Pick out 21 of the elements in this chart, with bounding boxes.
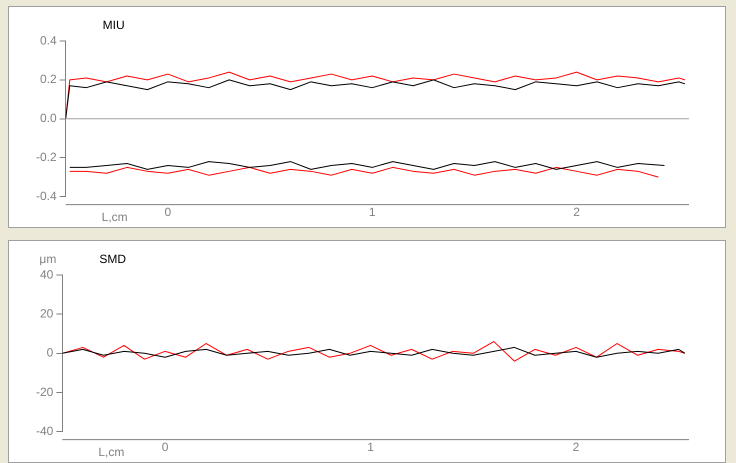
x-axis-title: L,cm	[102, 210, 128, 224]
y-tick-label: -20	[36, 384, 54, 399]
y-tick-label: 0	[46, 346, 54, 360]
y-tick-label: 20	[40, 306, 54, 320]
x-tick-label: 2	[572, 440, 580, 454]
chart-title: SMD	[99, 252, 126, 266]
x-tick-label: 1	[368, 205, 376, 220]
y-tick-label: -0.4	[36, 188, 57, 203]
y-tick-label: -40	[36, 424, 54, 438]
x-tick-label: 0	[164, 205, 172, 220]
x-tick-label: 1	[367, 440, 374, 454]
x-tick-label: 0	[162, 440, 169, 454]
y-axis-title: μm	[39, 252, 56, 266]
y-tick-label: 40	[40, 267, 54, 282]
x-tick-label: 2	[573, 205, 580, 220]
y-tick-label: -0.2	[36, 150, 57, 164]
y-tick-label: 0.0	[40, 111, 57, 126]
y-tick-label: 0.2	[40, 72, 57, 86]
x-axis-title: L,cm	[98, 445, 124, 459]
chart-title: MIU	[102, 18, 125, 32]
y-tick-label: 0.4	[40, 33, 57, 48]
